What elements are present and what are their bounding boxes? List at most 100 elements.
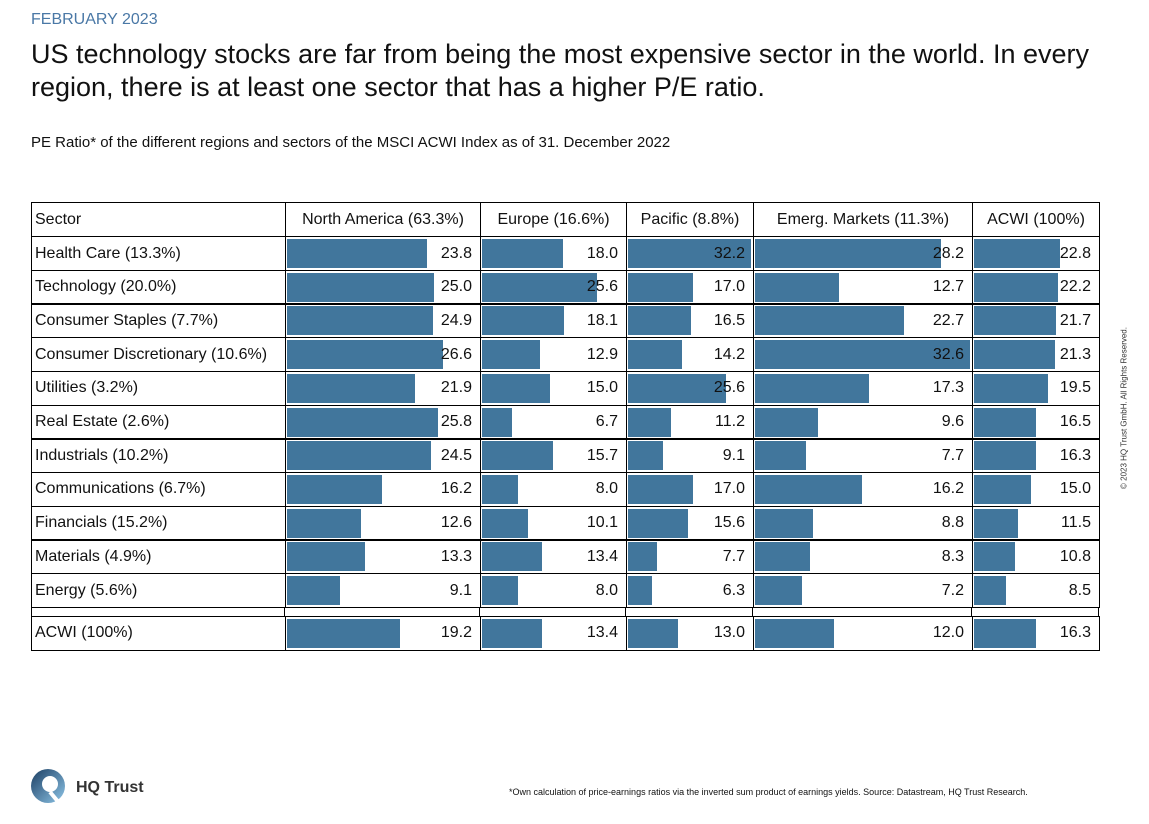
logo-icon (31, 769, 65, 806)
data-bar (482, 306, 564, 336)
value: 22.2 (1059, 278, 1091, 296)
spacer (31, 606, 32, 617)
spacer (971, 606, 972, 617)
value-cell: 12.7 (753, 269, 973, 305)
data-bar (287, 373, 416, 403)
data-bar (628, 542, 658, 572)
value: 24.5 (440, 446, 472, 464)
spacer (1098, 606, 1099, 617)
value-cell: 9.1 (285, 573, 481, 608)
value-cell: 16.5 (626, 303, 754, 339)
data-bar (482, 508, 528, 538)
data-bar (628, 373, 726, 403)
value: 11.2 (715, 413, 745, 430)
value-cell: 32.2 (626, 236, 754, 271)
value: 13.4 (586, 547, 618, 565)
data-bar (755, 474, 862, 504)
data-bar (755, 508, 813, 538)
value-cell: 6.7 (480, 404, 627, 440)
data-bar (974, 542, 1015, 572)
value-cell: 16.2 (753, 471, 973, 507)
value-cell: 18.0 (480, 236, 627, 271)
row-cell: Consumer Staples (7.7%) (31, 303, 286, 339)
row-cell: Health Care (13.3%) (31, 236, 286, 271)
logo-text: HQ Trust (76, 779, 144, 796)
value-cell: 12.6 (285, 505, 481, 541)
row-label: Financials (15.2%) (35, 514, 168, 532)
value: 16.5 (1059, 413, 1091, 430)
row-cell: Energy (5.6%) (31, 573, 286, 608)
row-label: Consumer Discretionary (10.6%) (35, 345, 268, 363)
header-cell: North America (63.3%) (285, 202, 481, 237)
row-label: ACWI (100%) (35, 624, 133, 642)
value: 10.1 (586, 514, 618, 532)
data-bar (482, 474, 519, 504)
data-bar (628, 474, 694, 504)
row-cell: Communications (6.7%) (31, 471, 286, 507)
row-cell: Financials (15.2%) (31, 505, 286, 541)
value: 9.1 (449, 581, 472, 599)
row-cell: Materials (4.9%) (31, 539, 286, 575)
data-bar (974, 373, 1048, 403)
data-bar (628, 407, 671, 437)
value: 11.5 (1061, 514, 1091, 532)
data-bar (482, 576, 519, 605)
value-cell: 10.1 (480, 505, 627, 541)
value-cell: 9.1 (626, 438, 754, 474)
data-bar (755, 373, 869, 403)
data-bar (628, 618, 678, 648)
data-bar (755, 239, 941, 268)
value: 16.2 (440, 480, 472, 498)
value: 32.2 (713, 244, 745, 262)
row-label: Technology (20.0%) (35, 278, 177, 296)
value-cell: 25.8 (285, 404, 481, 440)
value: 23.8 (440, 244, 472, 262)
value: 8.8 (941, 514, 964, 532)
data-bar (755, 618, 834, 648)
data-bar (287, 441, 431, 471)
value: 16.3 (1059, 624, 1091, 642)
value-cell: 25.6 (480, 269, 627, 305)
data-bar (974, 340, 1055, 370)
value: 8.3 (941, 547, 964, 565)
row-label: Energy (5.6%) (35, 581, 138, 599)
value: 19.2 (440, 624, 472, 642)
value: 12.7 (932, 278, 964, 296)
row-label: Materials (4.9%) (35, 547, 152, 565)
column-header: Emerg. Markets (11.3%) (776, 210, 950, 228)
column-header: ACWI (100%) (987, 210, 1085, 228)
data-bar (755, 272, 839, 302)
value-cell: 16.3 (972, 615, 1100, 651)
value: 15.7 (586, 446, 618, 464)
value: 13.0 (713, 624, 745, 642)
spacer (752, 606, 753, 617)
value-cell: 8.8 (753, 505, 973, 541)
data-bar (628, 239, 752, 268)
value-cell: 28.2 (753, 236, 973, 271)
data-bar (482, 340, 541, 370)
value-cell: 12.0 (753, 615, 973, 651)
value-cell: 8.5 (972, 573, 1100, 608)
value-cell: 10.8 (972, 539, 1100, 575)
value-cell: 17.0 (626, 471, 754, 507)
data-bar (755, 306, 905, 336)
value: 12.6 (440, 514, 472, 532)
value: 21.7 (1059, 311, 1091, 329)
row-cell: ACWI (100%) (31, 615, 286, 651)
value: 8.0 (595, 581, 618, 599)
data-bar (287, 407, 439, 437)
data-bar (974, 576, 1007, 605)
value-cell: 23.8 (285, 236, 481, 271)
value-cell: 18.1 (480, 303, 627, 339)
value: 24.9 (440, 311, 472, 329)
data-bar (628, 340, 683, 370)
value: 17.3 (932, 379, 964, 397)
value: 9.1 (722, 446, 745, 464)
row-cell: Real Estate (2.6%) (31, 404, 286, 440)
value-cell: 22.8 (972, 236, 1100, 271)
data-bar (755, 340, 970, 370)
copyright: © 2023 HQ Trust GmbH. All Rights Reserve… (1119, 327, 1129, 489)
value-cell: 8.0 (480, 471, 627, 507)
value: 22.8 (1059, 244, 1091, 262)
value: 28.2 (932, 244, 964, 262)
